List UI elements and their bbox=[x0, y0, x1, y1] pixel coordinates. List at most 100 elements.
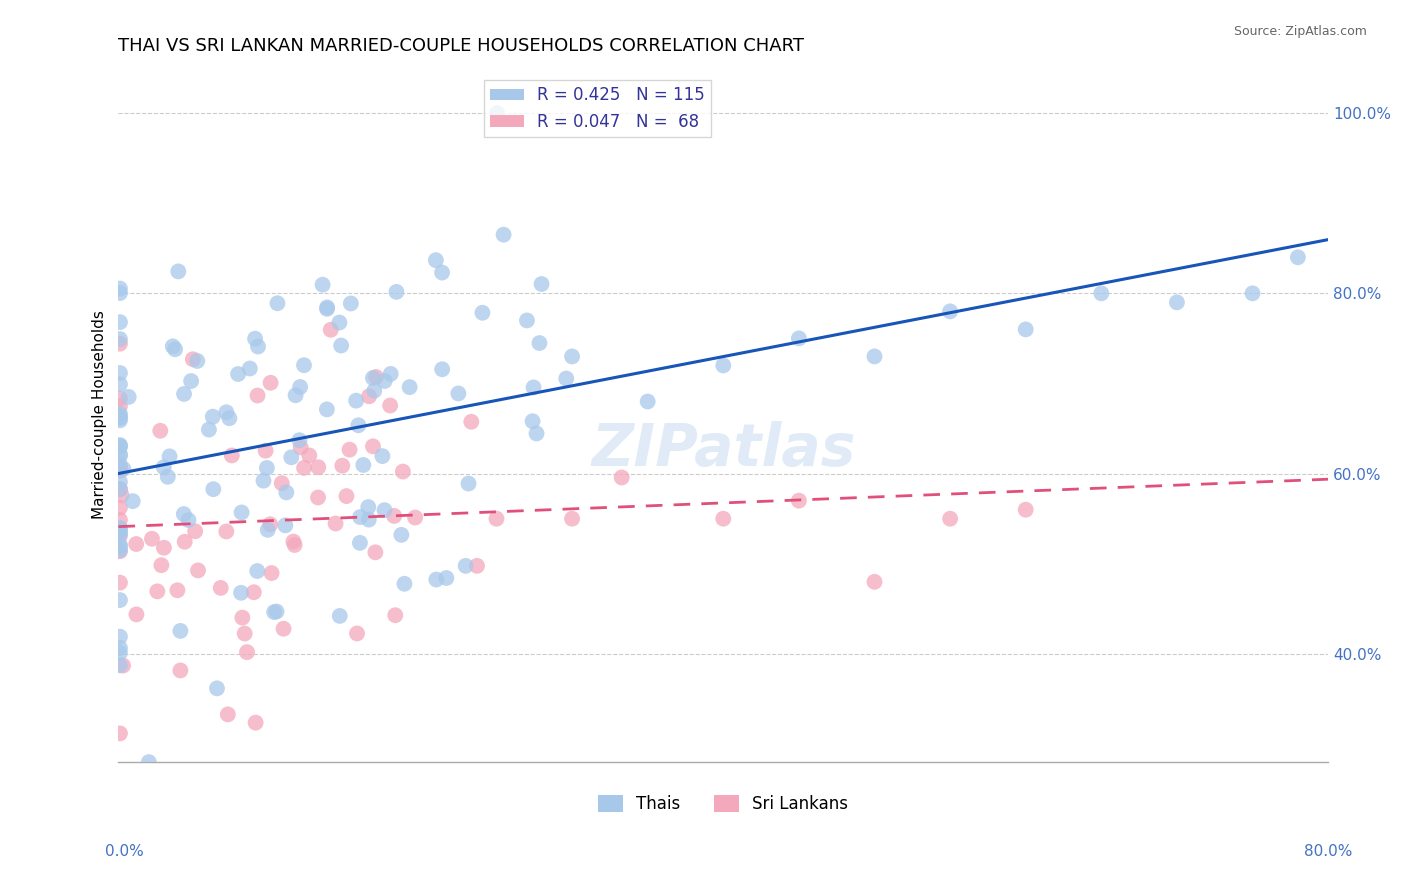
Point bbox=[465, 558, 488, 573]
Point bbox=[201, 409, 224, 424]
Point bbox=[108, 525, 131, 540]
Point bbox=[108, 392, 131, 406]
Point bbox=[280, 450, 302, 465]
Point bbox=[339, 442, 361, 457]
Point bbox=[149, 424, 172, 438]
Point bbox=[787, 493, 810, 508]
Point bbox=[239, 361, 262, 376]
Point bbox=[307, 460, 329, 475]
Point bbox=[162, 339, 184, 353]
Point bbox=[266, 296, 288, 310]
Point bbox=[283, 534, 305, 549]
Point bbox=[108, 411, 131, 425]
Legend: Thais, Sri Lankans: Thais, Sri Lankans bbox=[592, 789, 855, 820]
Point bbox=[1166, 295, 1188, 310]
Point bbox=[108, 640, 131, 655]
Point bbox=[108, 526, 131, 541]
Point bbox=[205, 681, 228, 696]
Point bbox=[198, 423, 221, 437]
Point bbox=[284, 388, 307, 402]
Point bbox=[384, 608, 406, 623]
Point bbox=[359, 389, 381, 403]
Point bbox=[430, 362, 453, 376]
Point bbox=[108, 529, 131, 543]
Text: Source: ZipAtlas.com: Source: ZipAtlas.com bbox=[1233, 25, 1367, 38]
Point bbox=[108, 377, 131, 392]
Point bbox=[108, 475, 131, 489]
Point bbox=[328, 316, 350, 330]
Point bbox=[256, 523, 278, 537]
Point bbox=[108, 315, 131, 329]
Text: 80.0%: 80.0% bbox=[1305, 845, 1353, 859]
Point bbox=[555, 371, 578, 385]
Point bbox=[457, 476, 479, 491]
Point bbox=[373, 503, 395, 517]
Point bbox=[561, 512, 583, 526]
Point bbox=[516, 313, 538, 327]
Point bbox=[152, 460, 174, 475]
Point bbox=[233, 626, 256, 640]
Point bbox=[108, 449, 131, 463]
Point bbox=[340, 296, 363, 310]
Point bbox=[361, 439, 384, 453]
Point bbox=[325, 516, 347, 531]
Point bbox=[346, 626, 368, 640]
Point bbox=[229, 586, 252, 600]
Point bbox=[347, 418, 370, 433]
Point bbox=[349, 536, 371, 550]
Point bbox=[284, 538, 307, 552]
Point bbox=[138, 755, 160, 769]
Point bbox=[363, 384, 385, 398]
Point bbox=[221, 449, 243, 463]
Point bbox=[187, 563, 209, 577]
Point bbox=[108, 521, 131, 535]
Point bbox=[288, 434, 311, 448]
Point bbox=[215, 405, 238, 419]
Point bbox=[404, 510, 426, 524]
Y-axis label: Married-couple Households: Married-couple Households bbox=[93, 310, 107, 519]
Point bbox=[425, 573, 447, 587]
Point bbox=[526, 426, 548, 441]
Point bbox=[110, 488, 132, 502]
Point bbox=[270, 476, 292, 491]
Point bbox=[330, 338, 353, 352]
Point bbox=[492, 227, 515, 242]
Point bbox=[108, 543, 131, 558]
Point bbox=[108, 464, 131, 478]
Point bbox=[231, 610, 253, 624]
Point bbox=[561, 350, 583, 364]
Point bbox=[259, 517, 281, 532]
Point bbox=[108, 407, 131, 421]
Point bbox=[108, 544, 131, 558]
Point bbox=[108, 575, 131, 590]
Point bbox=[329, 609, 352, 624]
Point bbox=[352, 458, 374, 472]
Point bbox=[165, 343, 187, 357]
Point bbox=[226, 367, 249, 381]
Point bbox=[108, 438, 131, 452]
Point bbox=[292, 461, 315, 475]
Text: THAI VS SRI LANKAN MARRIED-COUPLE HOUSEHOLDS CORRELATION CHART: THAI VS SRI LANKAN MARRIED-COUPLE HOUSEH… bbox=[118, 37, 804, 55]
Point bbox=[430, 266, 453, 280]
Text: 0.0%: 0.0% bbox=[105, 845, 145, 859]
Point bbox=[863, 574, 886, 589]
Point bbox=[522, 414, 544, 428]
Point bbox=[108, 483, 131, 497]
Point bbox=[292, 358, 315, 372]
Point bbox=[166, 583, 188, 598]
Point bbox=[236, 645, 259, 659]
Point bbox=[389, 528, 412, 542]
Point bbox=[202, 482, 225, 496]
Point bbox=[218, 411, 240, 425]
Point bbox=[371, 449, 394, 463]
Point bbox=[108, 538, 131, 552]
Point bbox=[108, 513, 131, 527]
Point bbox=[288, 380, 311, 394]
Point bbox=[247, 339, 270, 353]
Point bbox=[260, 566, 283, 580]
Point bbox=[471, 306, 494, 320]
Point bbox=[108, 332, 131, 346]
Point bbox=[315, 402, 337, 417]
Point bbox=[254, 443, 277, 458]
Point bbox=[108, 458, 131, 472]
